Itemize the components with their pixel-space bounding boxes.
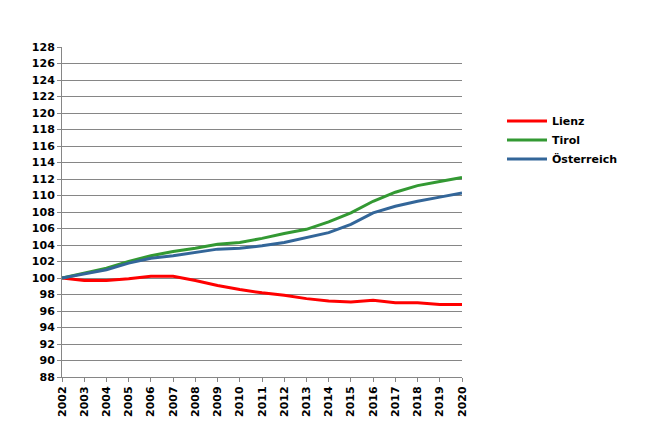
svg-text:120: 120 [32, 107, 55, 120]
svg-text:98: 98 [39, 288, 54, 301]
svg-text:2017: 2017 [389, 386, 402, 417]
svg-text:2015: 2015 [344, 386, 357, 417]
svg-text:2012: 2012 [278, 386, 291, 417]
svg-text:128: 128 [32, 41, 55, 54]
svg-text:116: 116 [32, 140, 55, 153]
svg-text:96: 96 [39, 305, 55, 318]
svg-text:2016: 2016 [367, 386, 380, 417]
svg-text:88: 88 [39, 371, 54, 384]
svg-text:102: 102 [32, 255, 55, 268]
svg-text:118: 118 [32, 123, 55, 136]
svg-text:108: 108 [32, 206, 55, 219]
svg-text:2006: 2006 [144, 386, 157, 417]
svg-text:2019: 2019 [433, 386, 446, 417]
svg-text:2018: 2018 [411, 386, 424, 417]
svg-text:94: 94 [39, 321, 55, 334]
svg-text:112: 112 [32, 173, 55, 186]
svg-text:2020: 2020 [456, 386, 469, 417]
svg-text:2013: 2013 [300, 386, 313, 417]
svg-text:Tirol: Tirol [552, 134, 580, 147]
svg-text:Österreich: Österreich [552, 152, 617, 166]
svg-text:2007: 2007 [167, 386, 180, 417]
svg-text:2014: 2014 [322, 386, 335, 417]
svg-text:2005: 2005 [122, 386, 135, 417]
svg-text:92: 92 [39, 338, 54, 351]
svg-text:2009: 2009 [211, 386, 224, 417]
svg-text:Lienz: Lienz [552, 115, 584, 128]
svg-text:2003: 2003 [78, 386, 91, 417]
svg-text:126: 126 [32, 57, 55, 70]
svg-text:110: 110 [32, 189, 55, 202]
svg-text:2008: 2008 [189, 386, 202, 417]
svg-text:114: 114 [32, 156, 55, 169]
svg-text:104: 104 [32, 239, 55, 252]
svg-text:100: 100 [32, 272, 55, 285]
svg-text:90: 90 [39, 354, 55, 367]
svg-text:124: 124 [32, 74, 55, 87]
svg-text:106: 106 [32, 222, 55, 235]
svg-text:2004: 2004 [100, 386, 113, 417]
svg-text:2011: 2011 [256, 386, 269, 417]
svg-text:122: 122 [32, 90, 55, 103]
svg-text:2010: 2010 [233, 386, 246, 417]
svg-text:2002: 2002 [56, 386, 69, 417]
